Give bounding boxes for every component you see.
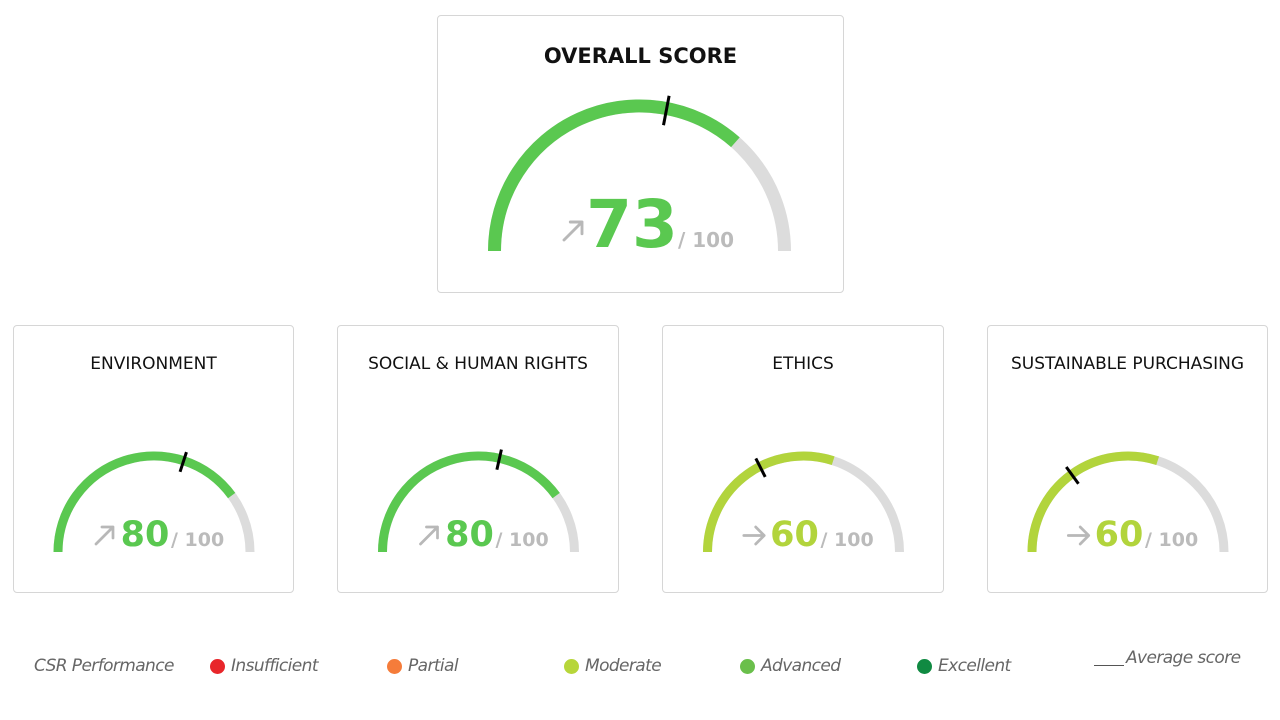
legend-item-average-score: Average score bbox=[1094, 648, 1241, 668]
overall-gauge: 73/ 100 bbox=[488, 95, 791, 263]
legend-title: CSR Performance bbox=[34, 656, 174, 676]
score-max-label: / 100 bbox=[171, 529, 224, 551]
trend-up-arrow-icon bbox=[419, 525, 439, 546]
trend-right-arrow-icon bbox=[742, 525, 766, 546]
score-value: 80 bbox=[445, 515, 494, 555]
average-marker bbox=[1065, 466, 1080, 485]
score-max-label: / 100 bbox=[678, 228, 734, 252]
gauge-score-arc bbox=[378, 451, 560, 553]
score-value: 60 bbox=[770, 515, 819, 555]
trend-up-arrow-icon bbox=[562, 220, 584, 242]
category-card-ethics: ETHICS 60/ 100 bbox=[662, 325, 944, 593]
category-card-sustainable-purchasing: SUSTAINABLE PURCHASING 60/ 100 bbox=[987, 325, 1268, 593]
category-title: SOCIAL & HUMAN RIGHTS bbox=[368, 354, 588, 374]
legend-item-excellent: Excellent bbox=[917, 656, 1011, 676]
score-value: 80 bbox=[121, 515, 170, 555]
average-line-icon bbox=[1094, 664, 1124, 666]
legend-item-insufficient: Insufficient bbox=[210, 656, 318, 676]
trend-up-arrow-icon bbox=[94, 525, 115, 546]
gauge-score-arc bbox=[703, 451, 835, 553]
legend-item-moderate: Moderate bbox=[564, 656, 662, 676]
overall-score-card: OVERALL SCORE 73/ 100 bbox=[437, 15, 844, 293]
category-card-environment: ENVIRONMENT 80/ 100 bbox=[13, 325, 294, 593]
score-max-label: / 100 bbox=[1145, 529, 1198, 551]
legend-item-advanced: Advanced bbox=[740, 656, 841, 676]
score-value: 60 bbox=[1095, 515, 1144, 555]
score-value: 73 bbox=[586, 186, 678, 263]
gauge-score-arc bbox=[488, 99, 740, 252]
insufficient-dot-icon bbox=[210, 658, 225, 674]
category-gauge: 80/ 100 bbox=[378, 449, 579, 555]
category-gauge: 60/ 100 bbox=[703, 451, 904, 555]
average-marker bbox=[178, 451, 188, 473]
category-title: ETHICS bbox=[772, 354, 834, 374]
advanced-dot-icon bbox=[740, 658, 755, 674]
gauge-score-arc bbox=[53, 451, 236, 553]
average-marker bbox=[754, 457, 767, 478]
legend-item-partial: Partial bbox=[387, 656, 459, 676]
category-gauge: 80/ 100 bbox=[53, 451, 255, 555]
category-gauge: 60/ 100 bbox=[1027, 451, 1229, 555]
average-marker bbox=[495, 449, 503, 471]
category-title: SUSTAINABLE PURCHASING bbox=[1011, 354, 1244, 374]
category-title: ENVIRONMENT bbox=[90, 354, 217, 374]
legend: CSR Performance Insufficient Partial Mod… bbox=[0, 648, 1280, 688]
score-max-label: / 100 bbox=[821, 529, 874, 551]
score-max-label: / 100 bbox=[496, 529, 549, 551]
trend-right-arrow-icon bbox=[1066, 525, 1091, 546]
average-marker bbox=[662, 95, 671, 126]
overall-score-title: OVERALL SCORE bbox=[543, 44, 738, 68]
partial-dot-icon bbox=[387, 658, 402, 674]
moderate-dot-icon bbox=[564, 658, 579, 674]
category-card-social-human-rights: SOCIAL & HUMAN RIGHTS 80/ 100 bbox=[337, 325, 619, 593]
excellent-dot-icon bbox=[917, 658, 932, 674]
